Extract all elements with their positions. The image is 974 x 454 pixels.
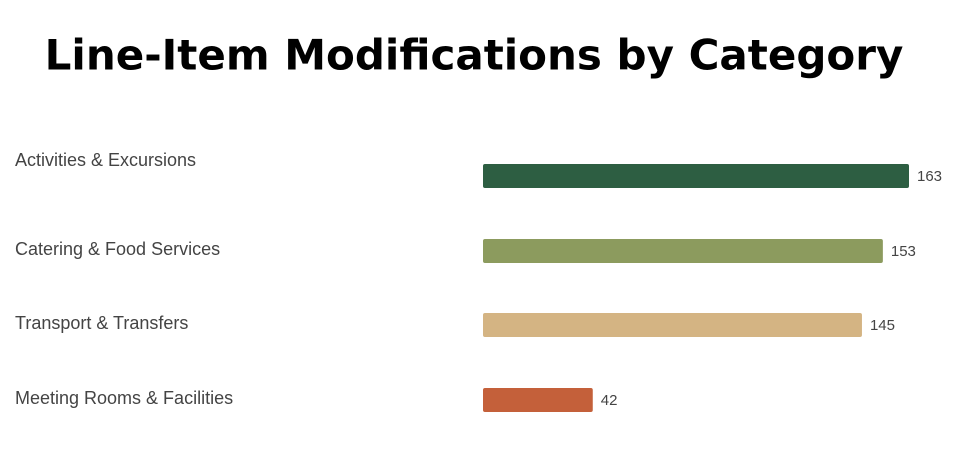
category-label: Meeting Rooms & Facilities [15, 388, 233, 408]
value-label: 145 [870, 317, 895, 334]
bar [483, 239, 883, 263]
category-label: Catering & Food Services [15, 239, 220, 259]
category-label: Activities & Excursions [15, 150, 196, 170]
category-label: Transport & Transfers [15, 313, 188, 333]
chart-title: Line-Item Modifications by Category [45, 31, 904, 80]
bar [483, 164, 909, 188]
value-label: 42 [601, 392, 618, 409]
bar [483, 313, 862, 337]
bar [483, 388, 593, 412]
value-label: 163 [917, 168, 942, 185]
value-label: 153 [891, 243, 916, 260]
